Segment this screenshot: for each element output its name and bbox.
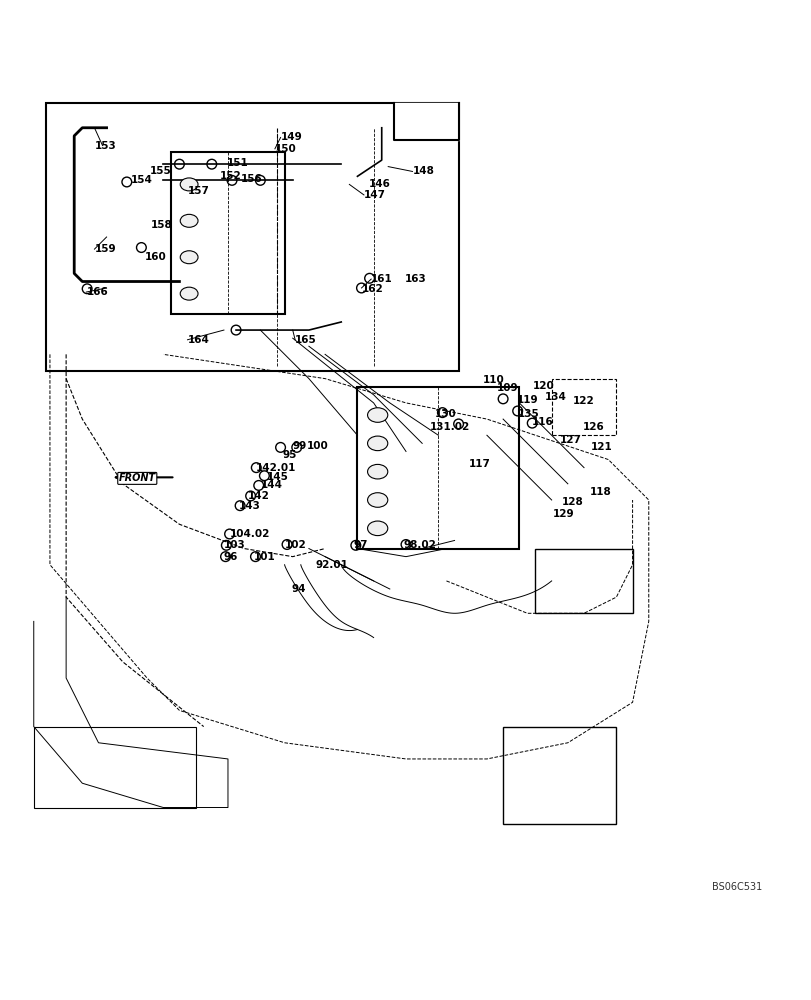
Bar [34, 727, 195, 808]
Text: 147: 147 [363, 190, 385, 200]
Text: 165: 165 [294, 335, 316, 345]
Text: 129: 129 [552, 509, 574, 519]
Text: 101: 101 [254, 552, 275, 562]
Text: 116: 116 [530, 417, 552, 427]
Ellipse shape [180, 287, 198, 300]
Text: 95: 95 [283, 450, 297, 460]
Ellipse shape [367, 436, 388, 451]
Text: 122: 122 [572, 396, 594, 406]
Bar [357, 387, 519, 549]
Text: 158: 158 [151, 220, 173, 230]
Text: 142.01: 142.01 [256, 463, 296, 473]
Text: 92.01: 92.01 [315, 560, 348, 570]
Ellipse shape [180, 214, 198, 227]
Text: 149: 149 [281, 132, 302, 142]
Bar [534, 549, 632, 613]
Text: 155: 155 [149, 166, 171, 176]
Text: 163: 163 [404, 274, 426, 284]
Text: 127: 127 [559, 435, 581, 445]
Ellipse shape [180, 251, 198, 264]
Text: 118: 118 [589, 487, 611, 497]
Text: FRONT: FRONT [118, 473, 156, 483]
Text: 110: 110 [483, 375, 504, 385]
Text: 99: 99 [292, 441, 307, 451]
Text: 109: 109 [496, 383, 517, 393]
Ellipse shape [367, 464, 388, 479]
Ellipse shape [367, 521, 388, 536]
Text: 145: 145 [267, 472, 289, 482]
Text: 117: 117 [469, 459, 491, 469]
Text: 148: 148 [412, 166, 434, 176]
Polygon shape [393, 103, 458, 140]
Text: 119: 119 [517, 395, 538, 405]
Text: 144: 144 [260, 480, 282, 490]
Text: 102: 102 [285, 540, 306, 550]
Text: 150: 150 [275, 144, 296, 154]
Ellipse shape [367, 493, 388, 507]
Bar [551, 379, 616, 435]
Bar [503, 727, 616, 824]
Text: 152: 152 [220, 171, 242, 181]
Text: 100: 100 [307, 441, 328, 451]
Text: 121: 121 [590, 442, 611, 452]
Text: 142: 142 [248, 491, 270, 501]
Text: 98.02: 98.02 [403, 540, 436, 550]
Text: 97: 97 [353, 540, 367, 550]
Text: 153: 153 [94, 141, 116, 151]
Text: 104.02: 104.02 [230, 529, 269, 539]
Text: 103: 103 [224, 540, 246, 550]
Text: 94: 94 [290, 584, 305, 594]
Text: 162: 162 [361, 284, 383, 294]
Text: 96: 96 [224, 552, 238, 562]
Text: 166: 166 [86, 287, 108, 297]
Text: 143: 143 [238, 501, 260, 511]
Text: 130: 130 [434, 409, 456, 419]
Bar [171, 152, 285, 314]
Ellipse shape [367, 408, 388, 422]
Text: BS06C531: BS06C531 [711, 882, 761, 892]
Text: 154: 154 [131, 175, 152, 185]
Text: 156: 156 [241, 174, 262, 184]
Text: 120: 120 [532, 381, 554, 391]
Text: 126: 126 [581, 422, 603, 432]
Text: 160: 160 [144, 252, 166, 262]
Bar [46, 103, 458, 371]
Text: 131.02: 131.02 [430, 422, 470, 432]
Text: 151: 151 [226, 158, 248, 168]
Text: 157: 157 [187, 186, 209, 196]
Text: 164: 164 [187, 335, 209, 345]
Text: 128: 128 [561, 497, 583, 507]
Text: 135: 135 [517, 409, 539, 419]
Text: 146: 146 [368, 179, 390, 189]
Text: 159: 159 [94, 244, 116, 254]
Text: 134: 134 [544, 392, 566, 402]
Ellipse shape [180, 178, 198, 191]
Text: 161: 161 [371, 274, 393, 284]
